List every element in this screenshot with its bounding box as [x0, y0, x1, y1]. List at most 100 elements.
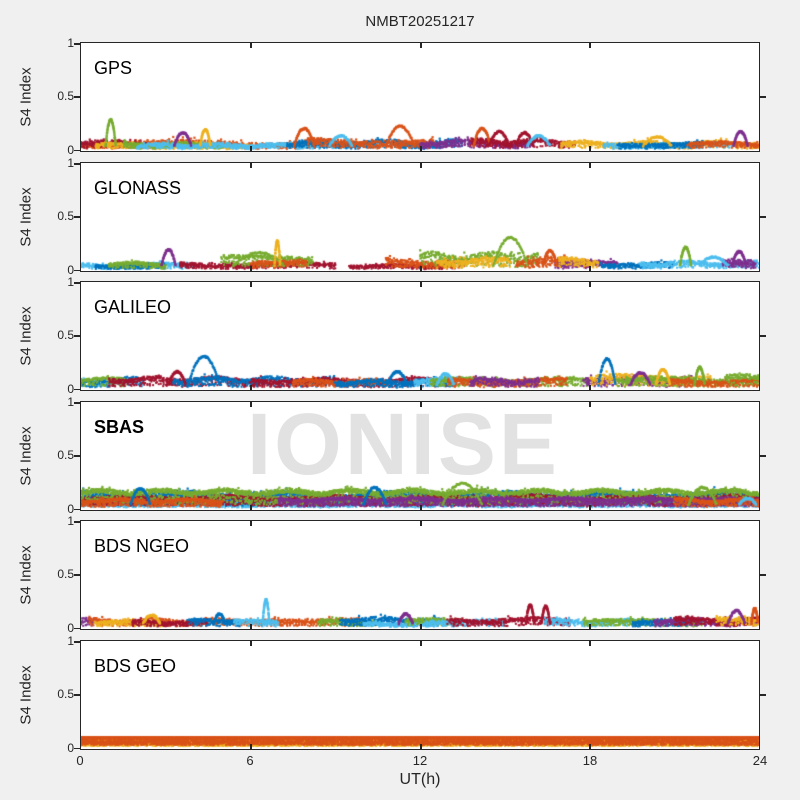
ytick-label-05: 0.5 [57, 448, 74, 462]
xtick-mark [250, 146, 252, 151]
ytick-mark [74, 149, 80, 151]
xtick-mark [250, 744, 252, 749]
glonass-scatter-canvas [81, 163, 759, 271]
ytick-mark [74, 43, 80, 45]
ytick-label-1: 1 [67, 36, 74, 50]
xtick-mark [589, 43, 591, 48]
bds-geo-scatter-canvas [81, 641, 759, 749]
xtick-mark [420, 146, 422, 151]
panel-bds-ngeo: BDS NGEO S4 Index 1 0.5 0 [18, 514, 766, 635]
xtick-mark [250, 402, 252, 407]
xtick-mark [589, 641, 591, 646]
xtick-mark [589, 744, 591, 749]
panel-glonass: GLONASS S4 Index 1 0.5 0 [18, 156, 766, 277]
xtick-mark [250, 43, 252, 48]
xtick-mark [250, 266, 252, 271]
xtick-mark [420, 402, 422, 407]
y-axis-label: S4 Index [17, 665, 35, 725]
gps-scatter-canvas [81, 43, 759, 151]
xtick-mark [420, 282, 422, 287]
ytick-label-1: 1 [67, 275, 74, 289]
ytick-label-1: 1 [67, 514, 74, 528]
xtick-label-24: 24 [752, 753, 768, 768]
ytick-label-0: 0 [67, 263, 74, 277]
ytick-label-05: 0.5 [57, 687, 74, 701]
ytick-label-0: 0 [67, 382, 74, 396]
ytick-mark [760, 574, 766, 576]
ytick-mark [74, 388, 80, 390]
ytick-mark [74, 402, 80, 404]
xtick-mark [250, 641, 252, 646]
xtick-mark [250, 505, 252, 510]
panel-label-galileo: GALILEO [94, 297, 172, 317]
y-axis-label: S4 Index [17, 187, 35, 247]
xtick-mark [420, 385, 422, 390]
y-axis-label: S4 Index [17, 67, 35, 127]
sbas-scatter-canvas [81, 402, 759, 510]
xtick-mark [420, 266, 422, 271]
xtick-mark [420, 744, 422, 749]
ytick-label-0: 0 [67, 143, 74, 157]
panel-galileo: GALILEO S4 Index 1 0.5 0 [18, 275, 766, 396]
ytick-mark [74, 574, 80, 576]
xtick-mark [250, 282, 252, 287]
xtick-mark [589, 402, 591, 407]
ytick-mark [74, 163, 80, 165]
xtick-label-12: 12 [412, 753, 428, 768]
xtick-mark [589, 505, 591, 510]
ytick-mark [760, 96, 766, 98]
panel-bds-geo: BDS GEO S4 Index 1 0.5 0 [18, 634, 766, 755]
xtick-mark [420, 641, 422, 646]
y-axis-label: S4 Index [17, 306, 35, 366]
ytick-mark [74, 216, 80, 218]
ytick-mark [74, 455, 80, 457]
ytick-mark [760, 335, 766, 337]
xtick-mark [420, 163, 422, 168]
xtick-mark [250, 163, 252, 168]
panel-gps: GPS S4 Index 1 0.5 0 [18, 36, 766, 157]
xtick-mark [589, 282, 591, 287]
panel-label-gps: GPS [94, 58, 133, 78]
ytick-label-1: 1 [67, 634, 74, 648]
ytick-label-0: 0 [67, 502, 74, 516]
ytick-mark [74, 335, 80, 337]
xtick-mark [420, 43, 422, 48]
xtick-mark [589, 521, 591, 526]
ytick-mark [74, 627, 80, 629]
xtick-mark [420, 624, 422, 629]
ytick-label-0: 0 [67, 621, 74, 635]
ytick-mark [74, 282, 80, 284]
xtick-mark [250, 624, 252, 629]
ytick-mark [74, 508, 80, 510]
figure-title: NMBT20251217 [365, 13, 475, 30]
ytick-label-1: 1 [67, 156, 74, 170]
ytick-mark [760, 455, 766, 457]
panel-sbas: SBAS S4 Index 1 0.5 0 [18, 395, 766, 516]
ytick-label-05: 0.5 [57, 328, 74, 342]
ytick-mark [760, 694, 766, 696]
xtick-mark [589, 385, 591, 390]
galileo-scatter-canvas [81, 282, 759, 390]
ytick-label-05: 0.5 [57, 209, 74, 223]
y-axis-label: S4 Index [17, 545, 35, 605]
ytick-label-05: 0.5 [57, 567, 74, 581]
panel-label-glonass: GLONASS [94, 178, 182, 198]
ytick-mark [74, 747, 80, 749]
ytick-label-05: 0.5 [57, 89, 74, 103]
panel-label-sbas: SBAS [94, 417, 145, 437]
ytick-mark [74, 96, 80, 98]
panel-label-bds-ngeo: BDS NGEO [94, 536, 190, 556]
xtick-mark [420, 505, 422, 510]
ytick-mark [74, 641, 80, 643]
xtick-label-0: 0 [76, 753, 84, 768]
ytick-mark [74, 269, 80, 271]
xtick-mark [420, 521, 422, 526]
y-axis-label: S4 Index [17, 426, 35, 486]
ytick-mark [74, 694, 80, 696]
panel-label-bds-geo: BDS GEO [94, 656, 177, 676]
xtick-mark [589, 624, 591, 629]
bds-ngeo-scatter-canvas [81, 521, 759, 629]
xtick-mark [250, 385, 252, 390]
xtick-label-6: 6 [246, 753, 254, 768]
